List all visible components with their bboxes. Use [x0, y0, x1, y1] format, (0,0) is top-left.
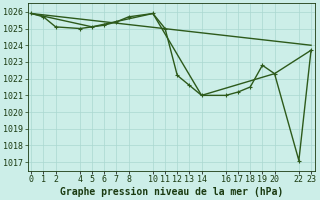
X-axis label: Graphe pression niveau de la mer (hPa): Graphe pression niveau de la mer (hPa) — [60, 186, 283, 197]
